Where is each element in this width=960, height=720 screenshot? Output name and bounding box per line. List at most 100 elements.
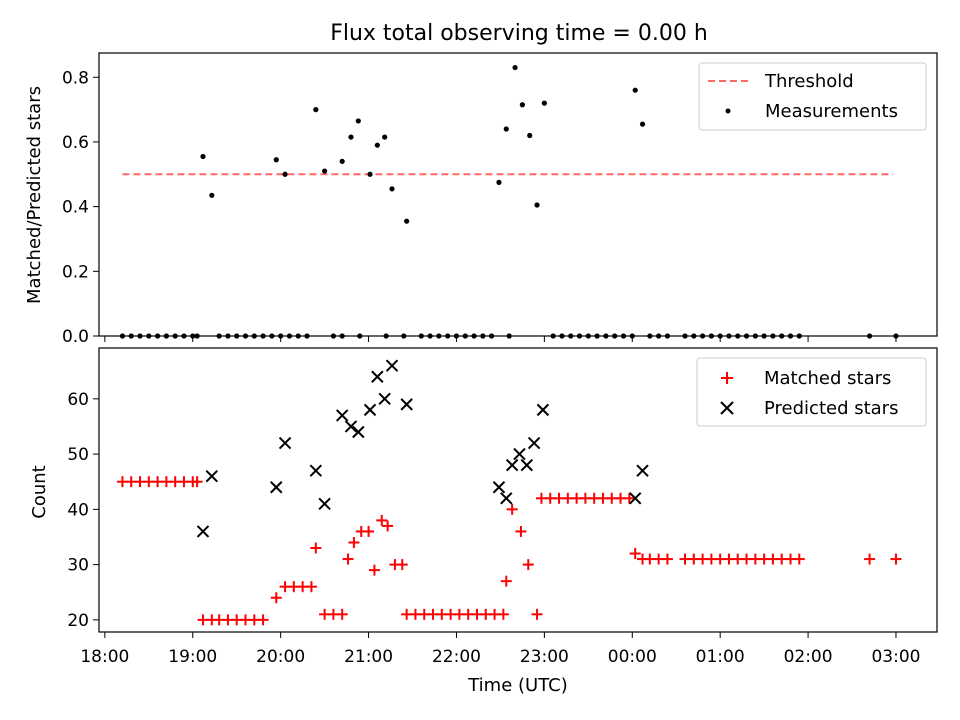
bottom-legend-box bbox=[696, 357, 927, 427]
predicted-star-marker bbox=[520, 458, 533, 472]
matched-star-marker bbox=[342, 553, 354, 565]
x-tick-label: 20:00 bbox=[256, 647, 305, 667]
predicted-star-marker bbox=[205, 469, 219, 483]
measurement-point bbox=[382, 134, 388, 140]
top-legend: Threshold Measurements bbox=[698, 62, 927, 131]
matched-star-marker bbox=[310, 542, 322, 554]
matched-star-marker bbox=[497, 608, 509, 620]
top-x-ticks bbox=[104, 336, 897, 342]
measurement-point bbox=[496, 179, 502, 185]
matched-star-marker bbox=[363, 525, 375, 537]
top-legend-box bbox=[698, 62, 927, 131]
measurement-point bbox=[313, 107, 319, 113]
matched-star-marker bbox=[506, 503, 518, 515]
bottom-x-ticks: 18:00 19:00 20:00 21:00 22:00 23:00 00:00 01:00… bbox=[80, 632, 920, 667]
matched-legend-swatch bbox=[721, 372, 733, 384]
x-tick-label: 18:00 bbox=[80, 647, 129, 667]
matched-star-marker bbox=[348, 536, 360, 548]
top-y-ticks: 0.0 0.2 0.4 0.6 0.8 bbox=[62, 68, 99, 347]
bottom-y-axis-label: Count bbox=[29, 465, 50, 518]
top-y-axis-label: Matched/Predicted stars bbox=[24, 86, 45, 304]
top-axes-frame bbox=[98, 52, 938, 337]
measurement-point bbox=[632, 87, 638, 93]
top-y-tick-label: 0.6 bbox=[62, 133, 89, 153]
predicted-star-marker bbox=[536, 403, 550, 417]
matched-star-marker bbox=[515, 525, 527, 537]
bottom-y-tick-label: 50 bbox=[67, 445, 89, 465]
top-y-tick-label: 0.2 bbox=[62, 262, 89, 282]
predicted-star-marker bbox=[513, 447, 526, 461]
predicted-star-marker bbox=[500, 492, 513, 505]
predicted-star-marker bbox=[628, 492, 642, 505]
bottom-series-layer bbox=[116, 359, 902, 626]
figure-title: Flux total observing time = 0.00 h bbox=[330, 21, 708, 46]
predicted-star-marker bbox=[363, 403, 377, 417]
matched-star-marker bbox=[531, 608, 543, 620]
x-tick-label: 23:00 bbox=[520, 647, 569, 667]
measurement-point bbox=[389, 186, 395, 192]
matched-star-marker bbox=[376, 514, 388, 526]
matched-star-marker bbox=[890, 553, 902, 565]
predicted-legend-label: Predicted stars bbox=[764, 398, 898, 419]
bottom-legend: Matched stars Predicted stars bbox=[696, 357, 927, 427]
predicted-star-marker bbox=[385, 359, 399, 372]
predicted-star-marker bbox=[196, 525, 210, 538]
measurement-point bbox=[322, 168, 328, 174]
matched-star-marker bbox=[623, 492, 635, 504]
matched-star-marker bbox=[305, 581, 317, 593]
matched-star-marker bbox=[629, 548, 641, 560]
matched-star-marker bbox=[368, 564, 380, 576]
threshold-legend-label: Threshold bbox=[764, 71, 854, 92]
predicted-star-marker bbox=[527, 436, 541, 450]
x-tick-label: 19:00 bbox=[168, 647, 217, 667]
measurement-point bbox=[355, 118, 361, 124]
x-tick-label: 21:00 bbox=[344, 647, 393, 667]
bottom-y-tick-label: 20 bbox=[67, 611, 89, 631]
measurement-point bbox=[503, 126, 509, 132]
bottom-axes: 20 30 40 50 60 18:00 19:00 20:00 21:00 22:00 23:0… bbox=[29, 347, 938, 696]
top-y-tick-label: 0.0 bbox=[62, 327, 89, 347]
predicted-star-marker bbox=[636, 464, 649, 477]
predicted-star-marker bbox=[352, 425, 365, 439]
bottom-y-ticks: 20 30 40 50 60 bbox=[67, 390, 99, 631]
bottom-axes-frame bbox=[98, 347, 938, 633]
measurement-point bbox=[209, 192, 215, 198]
measurement-point bbox=[273, 157, 279, 163]
x-axis-label: Time (UTC) bbox=[467, 675, 568, 696]
measurement-point bbox=[367, 171, 373, 177]
measurement-point bbox=[404, 218, 410, 224]
measurement-point bbox=[519, 102, 525, 108]
matched-star-marker bbox=[864, 553, 876, 565]
top-y-tick-label: 0.4 bbox=[62, 198, 89, 218]
measurement-point bbox=[348, 134, 354, 140]
matched-star-marker bbox=[191, 476, 203, 488]
measurement-point bbox=[339, 158, 345, 164]
measurement-point bbox=[512, 64, 518, 71]
matched-star-marker bbox=[257, 614, 269, 626]
bottom-y-tick-label: 30 bbox=[67, 556, 89, 576]
predicted-star-marker bbox=[278, 436, 292, 450]
matched-star-marker bbox=[522, 559, 534, 571]
measurement-point bbox=[200, 153, 206, 160]
matched-star-marker bbox=[793, 553, 805, 565]
predicted-star-marker bbox=[344, 420, 358, 433]
predicted-star-marker bbox=[318, 497, 331, 511]
x-tick-label: 22:00 bbox=[432, 647, 481, 667]
measurement-point bbox=[639, 121, 646, 127]
measurement-point bbox=[282, 171, 288, 177]
predicted-star-marker bbox=[270, 481, 283, 494]
x-tick-label: 00:00 bbox=[608, 647, 657, 667]
matched-star-marker bbox=[396, 559, 408, 571]
matched-star-marker bbox=[382, 520, 394, 532]
predicted-star-marker bbox=[492, 481, 506, 494]
predicted-star-marker bbox=[371, 370, 384, 383]
bottom-y-tick-label: 40 bbox=[67, 500, 89, 520]
measurement-point bbox=[374, 142, 380, 148]
predicted-legend-swatch bbox=[720, 401, 734, 415]
matched-star-marker bbox=[336, 608, 348, 620]
predicted-star-marker bbox=[378, 392, 391, 406]
top-series-layer bbox=[119, 64, 899, 339]
matched-legend-label: Matched stars bbox=[764, 368, 891, 389]
matched-star-marker bbox=[661, 553, 673, 565]
bottom-y-tick-label: 60 bbox=[67, 390, 89, 410]
